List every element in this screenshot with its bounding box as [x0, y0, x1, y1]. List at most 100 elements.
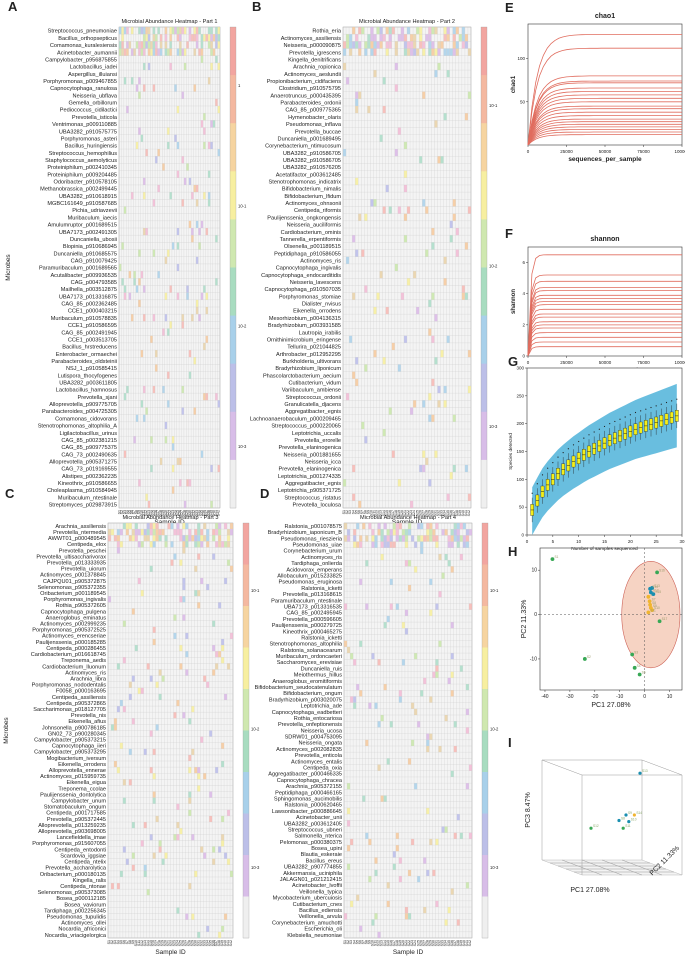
colorbar-tick: 10-1 [238, 203, 247, 208]
point-label: S14 [652, 585, 658, 589]
colorbar-segment [481, 171, 487, 220]
heatmap-cell [425, 457, 429, 465]
heatmap-cell [123, 292, 127, 300]
heatmap-cell [370, 27, 374, 35]
heatmap-cell [373, 41, 377, 49]
heatmap-cell [221, 840, 225, 847]
heatmap-cell [182, 584, 186, 591]
heatmap-cell [143, 48, 146, 56]
heatmap-cell [155, 681, 159, 688]
row-label: Streptomyces_p029873915 [49, 503, 117, 509]
row-label: CCE1_p003513705 [68, 337, 117, 343]
sample-label: S23 [410, 940, 414, 946]
heatmap-cell [173, 529, 177, 536]
row-label: Muribaculum_p910578835 [51, 316, 117, 322]
heatmap-cell [143, 27, 146, 35]
colorbar-segment [481, 267, 487, 317]
heatmap-cell [143, 62, 146, 71]
point-label: S13 [654, 584, 660, 588]
row-label: CAJPQU01_p905372875 [43, 579, 106, 585]
heatmap-cell [452, 34, 456, 42]
heatmap-title: Microbial Abundance Heatmap - Part 2 [359, 19, 455, 25]
heatmap-cell [359, 578, 363, 585]
heatmap-cell [126, 27, 129, 35]
heatmap-cell [455, 27, 459, 35]
heatmap-cell [397, 127, 401, 135]
heatmap-cell [164, 421, 168, 430]
colorbar-segment [230, 27, 236, 76]
x-tick-label: 50000 [599, 149, 612, 154]
heatmap-cell [207, 27, 211, 35]
row-label: Tellurira_p021044825 [287, 345, 341, 351]
heatmap-cell [169, 285, 172, 293]
series-line [527, 47, 682, 146]
sample-label: S21 [167, 940, 171, 946]
heatmap-cell [207, 170, 211, 178]
heatmap-cell [377, 721, 381, 728]
row-label: Paramuribaculum_p001689565 [39, 266, 117, 272]
row-label: Proteiniphilum_p002410345 [47, 165, 117, 171]
heatmap-cell [465, 535, 469, 542]
row-label: CAG_85_p909775375 [61, 445, 117, 451]
sample-label: S20 [163, 510, 167, 516]
heatmap-cell [152, 84, 156, 92]
row-label: Neisseria_p001881655 [283, 452, 341, 458]
heatmap-cell [131, 608, 135, 615]
heatmap-cell [373, 48, 377, 56]
series-line [527, 75, 682, 146]
row-label: CAG_85_p002491945 [61, 330, 117, 336]
y-axis-label: PC2 11.33% [521, 600, 528, 639]
heatmap-cell [382, 77, 386, 85]
heatmap-cell [464, 242, 468, 250]
heatmap-cell [376, 41, 380, 49]
heatmap-cell [158, 669, 162, 676]
x-tick-label: 20 [628, 539, 634, 544]
heatmap-cell [352, 371, 356, 379]
heatmap-cell [230, 870, 233, 877]
heatmap-cell [403, 41, 407, 49]
heatmap-cell [382, 105, 386, 114]
row-label: Streptococcus_p000220065 [271, 424, 341, 430]
heatmap-cell [138, 127, 141, 135]
row-label: Cutibacterium_cnes [293, 902, 343, 908]
heatmap-cell [134, 529, 138, 536]
heatmap-cell [217, 464, 220, 473]
heatmap-cell [413, 34, 417, 42]
heatmap-cell [197, 529, 201, 536]
sample-label: S6 [130, 510, 134, 514]
colorbar-segment [230, 315, 236, 365]
heatmap-cell [459, 523, 463, 530]
data-point [627, 820, 631, 824]
heatmap-cell [131, 852, 135, 859]
heatmap-cell [182, 596, 186, 603]
alpha-panel-chao1: Echao1025000500007500010000050100sequenc… [505, 0, 685, 163]
heatmap-cell [425, 206, 429, 214]
heatmap-cell [137, 577, 141, 585]
heatmap-cell [207, 192, 211, 200]
row-label: Tardiphaga_onlierda [291, 561, 343, 567]
heatmap-cell [143, 84, 146, 92]
heatmap-cell [143, 748, 147, 755]
heatmap-cell [388, 27, 392, 35]
heatmap-cell [388, 41, 392, 49]
series-line [527, 123, 682, 146]
heatmap-cell [441, 826, 445, 833]
heatmap-cell [408, 869, 412, 877]
heatmap-cell [435, 535, 439, 542]
heatmap-cell [179, 34, 182, 42]
sample-label: S34 [205, 940, 209, 946]
row-label: Corynebacterium_ntimucosum [265, 144, 341, 150]
row-label: Gemella_orbillorum [69, 101, 118, 107]
heatmap-title: Microbial Abundance Heatmap - Part 3 [122, 515, 218, 521]
heatmap-cell [395, 845, 399, 852]
heatmap-cell [197, 523, 201, 530]
heatmap-cell [230, 523, 233, 530]
heatmap-cell [200, 577, 204, 585]
sample-label: S22 [406, 510, 410, 516]
heatmap-cell [169, 62, 172, 71]
heatmap-cell [365, 603, 369, 610]
heatmap-cell [210, 500, 213, 508]
heatmap-cell [435, 523, 439, 530]
series-line [527, 341, 682, 357]
heatmap-cell [386, 758, 390, 765]
